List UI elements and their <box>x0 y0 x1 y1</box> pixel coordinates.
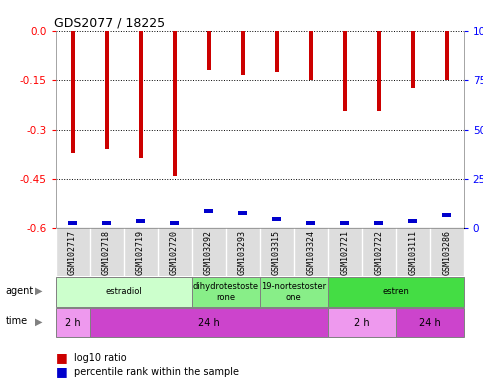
Text: time: time <box>6 316 28 326</box>
Bar <box>309 31 313 80</box>
Bar <box>207 31 211 70</box>
Bar <box>238 211 247 215</box>
Text: GSM103292: GSM103292 <box>204 230 213 275</box>
Bar <box>172 31 177 176</box>
Text: GSM102718: GSM102718 <box>102 230 111 275</box>
Bar <box>68 220 77 225</box>
Text: percentile rank within the sample: percentile rank within the sample <box>74 367 239 377</box>
Bar <box>442 213 451 217</box>
Text: 24 h: 24 h <box>198 318 219 328</box>
Bar <box>341 220 349 225</box>
Text: 19-nortestoster
one: 19-nortestoster one <box>261 282 326 301</box>
Text: dihydrotestoste
rone: dihydrotestoste rone <box>193 282 259 301</box>
Text: 2 h: 2 h <box>65 318 80 328</box>
Text: agent: agent <box>6 286 34 296</box>
Bar <box>411 31 415 88</box>
Text: GSM103293: GSM103293 <box>238 230 247 275</box>
Bar <box>396 308 464 337</box>
Text: 2 h: 2 h <box>354 318 369 328</box>
Bar <box>409 218 417 223</box>
Text: GSM103315: GSM103315 <box>272 230 281 275</box>
Text: GDS2077 / 18225: GDS2077 / 18225 <box>54 17 165 30</box>
Bar <box>327 308 396 337</box>
Text: log10 ratio: log10 ratio <box>74 353 127 363</box>
Text: ■: ■ <box>56 351 67 364</box>
Text: ▶: ▶ <box>35 316 43 326</box>
Bar <box>136 218 145 223</box>
Text: 24 h: 24 h <box>419 318 440 328</box>
Text: ▶: ▶ <box>35 286 43 296</box>
Bar <box>139 31 142 157</box>
Bar <box>274 31 279 72</box>
Text: GSM102721: GSM102721 <box>340 230 349 275</box>
Bar <box>445 31 449 80</box>
Bar <box>241 31 245 75</box>
Bar <box>192 277 260 306</box>
Bar <box>170 220 179 225</box>
Text: estren: estren <box>382 287 409 296</box>
Bar <box>327 277 464 306</box>
Bar <box>102 220 111 225</box>
Bar <box>56 277 192 306</box>
Text: GSM103111: GSM103111 <box>408 230 417 275</box>
Text: estradiol: estradiol <box>105 287 142 296</box>
Text: GSM103324: GSM103324 <box>306 230 315 275</box>
Text: GSM102722: GSM102722 <box>374 230 383 275</box>
Bar <box>71 31 74 153</box>
Text: GSM103286: GSM103286 <box>442 230 451 275</box>
Bar <box>306 220 315 225</box>
Bar <box>204 209 213 213</box>
Text: GSM102719: GSM102719 <box>136 230 145 275</box>
Text: GSM102717: GSM102717 <box>68 230 77 275</box>
Bar <box>374 220 383 225</box>
Bar <box>342 31 347 111</box>
Bar <box>260 277 327 306</box>
Text: GSM102720: GSM102720 <box>170 230 179 275</box>
Text: ■: ■ <box>56 365 67 378</box>
Bar <box>56 308 89 337</box>
Bar <box>89 308 327 337</box>
Bar <box>104 31 109 149</box>
Bar <box>272 217 281 220</box>
Bar <box>377 31 381 111</box>
